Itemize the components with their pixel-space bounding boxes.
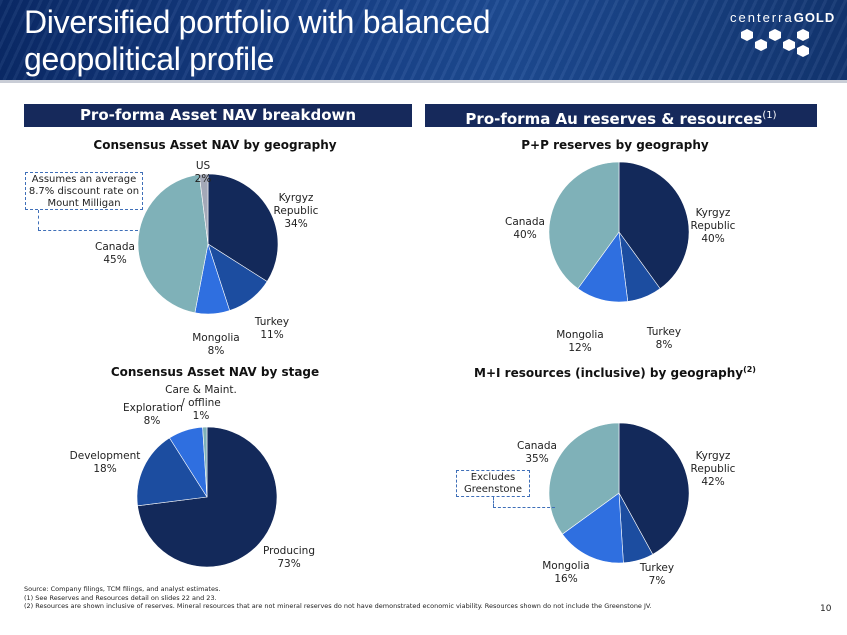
slice-label-mi-canada-text: Canada 35% <box>517 440 557 465</box>
chart-title-mi-resources-note: (2) <box>743 365 756 374</box>
slice-label-exploration-text: Exploration 8% <box>123 402 183 427</box>
slice-label-turkey-text: Turkey 11% <box>254 316 290 341</box>
callout-leader-vertical <box>38 210 39 230</box>
discount-rate-callout: Assumes an average 8.7% discount rate on… <box>25 172 143 210</box>
pie-slice-us <box>198 173 209 245</box>
page-number: 10 <box>820 604 832 614</box>
right-section-heading: Pro-forma Au reserves & resources(1) <box>425 104 817 128</box>
footnote-source: Source: Company filings, TCM filings, an… <box>24 585 221 593</box>
header-texture <box>0 0 847 80</box>
slice-label-canada-text: Canada 45% <box>95 241 135 266</box>
pie-slice-kyrgyz-republic <box>618 422 690 555</box>
slice-label-kyrgyz: Kyrgyz Republic 34% <box>268 192 324 231</box>
slice-label-us-text: US <box>195 160 211 172</box>
slice-label-pp-canada: Canada 40% <box>500 216 550 242</box>
footnote-1: (1) See Reserves and Resources detail on… <box>24 593 217 602</box>
footnotes: Source: Company filings, TCM filings, an… <box>24 585 652 611</box>
pie-slice-development <box>136 437 208 507</box>
pie-chart-pp-reserves <box>548 161 690 303</box>
slice-label-exploration: Exploration 8% <box>123 402 183 428</box>
pie-chart-nav-stage <box>136 426 278 568</box>
pie-slice-mongolia <box>561 492 624 564</box>
slice-label-mi-turkey-text: Turkey 7% <box>639 562 675 587</box>
slice-label-care-maint-text: Care & Maint. / offline 1% <box>165 384 237 422</box>
slice-label-us: US 2% <box>188 160 218 186</box>
chart-title-nav-stage: Consensus Asset NAV by stage <box>110 365 320 379</box>
page-title: Diversified portfolio with balanced geop… <box>24 4 491 77</box>
slice-label-mi-canada: Canada 35% <box>510 440 564 466</box>
slice-label-canada: Canada 45% <box>90 241 140 267</box>
pie-chart-nav-geography <box>137 173 279 315</box>
pie-slice-canada <box>548 422 620 535</box>
slice-label-pp-turkey: Turkey 8% <box>642 326 686 352</box>
logo-text-bold: GOLD <box>793 10 836 25</box>
slice-label-mongolia: Mongolia 8% <box>190 332 242 358</box>
greenstone-leader-vertical <box>493 497 494 507</box>
slice-label-kyrgyz-text: Kyrgyz Republic 34% <box>273 192 319 230</box>
slice-label-mi-mongolia: Mongolia 16% <box>536 560 596 586</box>
pie-slice-care-maint-offline <box>202 426 208 498</box>
slice-label-pp-mongolia: Mongolia 12% <box>550 329 610 355</box>
greenstone-leader-horizontal <box>493 507 555 508</box>
right-section-heading-text: Pro-forma Au reserves & resources <box>465 110 763 128</box>
pie-chart-mi-resources <box>548 422 690 564</box>
slice-label-turkey: Turkey 11% <box>252 316 292 342</box>
slice-label-pp-turkey-text: Turkey 8% <box>646 326 682 351</box>
slice-label-development: Development 18% <box>68 450 142 476</box>
slice-label-mi-turkey: Turkey 7% <box>634 562 680 588</box>
logo-text-light: centerra <box>730 10 794 25</box>
slice-label-producing-text: Producing 73% <box>263 545 315 570</box>
company-logo-text: centerraGOLD <box>730 10 835 25</box>
chart-title-mi-resources: M+I resources (inclusive) by geography(2… <box>440 365 790 380</box>
pie-slice-canada <box>548 161 620 290</box>
header-banner: Diversified portfolio with balanced geop… <box>0 0 847 80</box>
slice-label-pp-kyrgyz: Kyrgyz Republic 40% <box>684 207 742 246</box>
slice-label-development-text: Development 18% <box>69 450 141 475</box>
chart-title-nav-geography: Consensus Asset NAV by geography <box>93 138 337 152</box>
slice-label-mi-kyrgyz-text: Kyrgyz Republic 42% <box>690 450 736 488</box>
left-section-heading: Pro-forma Asset NAV breakdown <box>24 104 412 127</box>
right-section-heading-note: (1) <box>762 110 777 121</box>
slice-label-mi-mongolia-text: Mongolia 16% <box>542 560 590 585</box>
chart-title-mi-resources-text: M+I resources (inclusive) by geography <box>474 366 744 380</box>
slice-label-pp-canada-text: Canada 40% <box>505 216 545 241</box>
slice-label-mongolia-text: Mongolia 8% <box>192 332 240 357</box>
callout-leader-horizontal <box>38 230 138 231</box>
header-divider <box>0 80 847 83</box>
chart-title-pp-reserves: P+P reserves by geography <box>521 138 709 152</box>
slice-label-mi-kyrgyz: Kyrgyz Republic 42% <box>684 450 742 489</box>
slice-label-pp-kyrgyz-text: Kyrgyz Republic 40% <box>690 207 736 245</box>
slice-label-producing: Producing 73% <box>258 545 320 571</box>
greenstone-callout: Excludes Greenstone <box>456 470 530 497</box>
slice-label-us-value: 2% <box>194 173 212 185</box>
slice-label-care-maint: Care & Maint. / offline 1% <box>158 384 244 423</box>
left-section-heading-text: Pro-forma Asset NAV breakdown <box>79 106 357 124</box>
hexagon-logo-icon <box>741 29 809 57</box>
pie-slice-kyrgyz-republic <box>618 161 690 290</box>
pie-slice-kyrgyz-republic <box>207 173 279 282</box>
slice-label-pp-mongolia-text: Mongolia 12% <box>556 329 604 354</box>
footnote-2: (2) Resources are shown inclusive of res… <box>24 602 652 610</box>
pie-slice-canada <box>137 174 209 314</box>
